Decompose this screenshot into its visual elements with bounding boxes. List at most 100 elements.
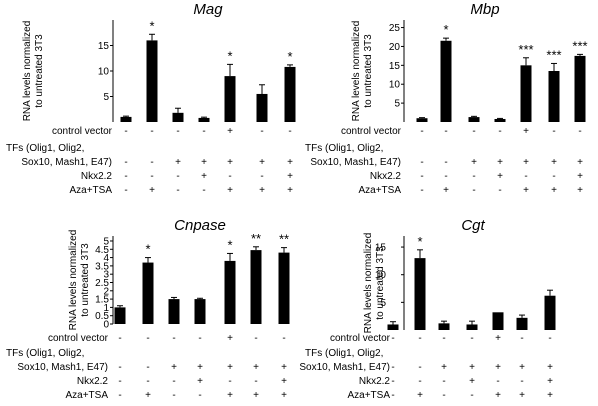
y-tick-label: 15 — [98, 41, 110, 52]
condition-value: + — [577, 157, 583, 168]
condition-value: - — [124, 171, 127, 182]
significance-label: * — [145, 242, 150, 257]
condition-value: - — [520, 333, 523, 344]
condition-value: - — [228, 171, 231, 182]
bar — [520, 65, 532, 122]
condition-row-label: TFs (Olig1, Olig2, — [305, 143, 383, 154]
condition-row-label: TFs (Olig1, Olig2, — [6, 143, 84, 154]
condition-value: + — [281, 390, 287, 401]
condition-value: - — [420, 171, 423, 182]
condition-value: + — [287, 185, 293, 196]
bar — [387, 324, 399, 330]
condition-value: - — [470, 390, 473, 401]
condition-value: + — [469, 376, 475, 387]
bar — [142, 262, 154, 324]
condition-value: + — [547, 390, 553, 401]
condition-value: - — [520, 376, 523, 387]
condition-value: + — [497, 171, 503, 182]
y-axis-label: to untreated 3T3 — [34, 34, 45, 108]
condition-row-label: Sox10, Mash1, E47) — [299, 362, 390, 373]
bar — [494, 118, 506, 122]
condition-value: + — [519, 362, 525, 373]
condition-value: - — [548, 333, 551, 344]
condition-value: + — [227, 126, 233, 137]
condition-value: + — [227, 362, 233, 373]
condition-value: + — [547, 376, 553, 387]
condition-value: - — [470, 333, 473, 344]
y-tick-label: 10 — [389, 80, 401, 91]
condition-value: - — [552, 171, 555, 182]
y-tick-label: 5 — [103, 236, 109, 247]
condition-value: + — [175, 157, 181, 168]
condition-value: - — [496, 376, 499, 387]
condition-value: + — [197, 376, 203, 387]
y-tick-label: 15 — [389, 61, 401, 72]
condition-value: - — [118, 333, 121, 344]
condition-value: - — [391, 333, 394, 344]
condition-value: + — [287, 171, 293, 182]
significance-label: ** — [251, 231, 261, 246]
y-axis-label: RNA levels normalized — [363, 233, 374, 334]
condition-row-label: Nkx2.2 — [370, 171, 402, 182]
y-axis-label: RNA levels normalized — [351, 21, 362, 122]
y-tick-label: 15 — [375, 243, 387, 254]
condition-value: + — [523, 157, 529, 168]
condition-value: - — [260, 171, 263, 182]
y-tick-label: 4.5 — [95, 245, 109, 256]
condition-row-label: control vector — [52, 126, 113, 137]
condition-value: - — [150, 126, 153, 137]
condition-value: + — [497, 157, 503, 168]
significance-label: * — [287, 49, 292, 64]
significance-label: *** — [518, 42, 533, 57]
condition-value: - — [146, 362, 149, 373]
condition-value: - — [418, 376, 421, 387]
condition-row-label: Sox10, Mash1, E47) — [21, 157, 112, 168]
bar — [224, 260, 236, 324]
condition-value: - — [288, 126, 291, 137]
condition-row-label: Aza+TSA — [347, 390, 390, 401]
condition-value: + — [201, 171, 207, 182]
condition-value: - — [118, 362, 121, 373]
y-tick-label: 10 — [375, 270, 387, 281]
condition-value: - — [444, 157, 447, 168]
condition-value: + — [547, 362, 553, 373]
condition-value: - — [391, 376, 394, 387]
condition-value: + — [443, 185, 449, 196]
chart-title: Mag — [193, 1, 223, 18]
bar — [198, 117, 210, 122]
y-tick-label: 3 — [103, 270, 109, 281]
condition-value: + — [259, 185, 265, 196]
condition-value: - — [260, 126, 263, 137]
condition-value: - — [442, 376, 445, 387]
condition-value: - — [146, 376, 149, 387]
condition-value: - — [176, 126, 179, 137]
condition-value: + — [417, 390, 423, 401]
condition-value: + — [149, 185, 155, 196]
condition-value: + — [495, 390, 501, 401]
condition-row-label: control vector — [341, 126, 402, 137]
y-tick-label: 20 — [389, 42, 401, 53]
condition-value: - — [150, 157, 153, 168]
condition-value: + — [441, 362, 447, 373]
bar — [224, 76, 236, 122]
condition-value: - — [391, 390, 394, 401]
chart-title: Cgt — [461, 217, 485, 234]
bar — [250, 250, 262, 324]
condition-value: + — [227, 157, 233, 168]
bar — [548, 71, 560, 122]
significance-label: * — [149, 18, 154, 33]
condition-row-label: Nkx2.2 — [77, 376, 109, 387]
y-axis-label: to untreated 3T3 — [375, 246, 386, 320]
bar — [172, 112, 184, 122]
condition-value: - — [172, 333, 175, 344]
bar — [414, 258, 426, 330]
condition-value: - — [202, 185, 205, 196]
y-tick-label: 2 — [103, 286, 109, 297]
condition-value: + — [227, 185, 233, 196]
condition-value: + — [259, 157, 265, 168]
condition-value: - — [498, 126, 501, 137]
condition-value: - — [176, 171, 179, 182]
y-axis-label: to untreated 3T3 — [363, 34, 374, 108]
condition-row-label: Nkx2.2 — [359, 376, 391, 387]
condition-value: + — [201, 157, 207, 168]
